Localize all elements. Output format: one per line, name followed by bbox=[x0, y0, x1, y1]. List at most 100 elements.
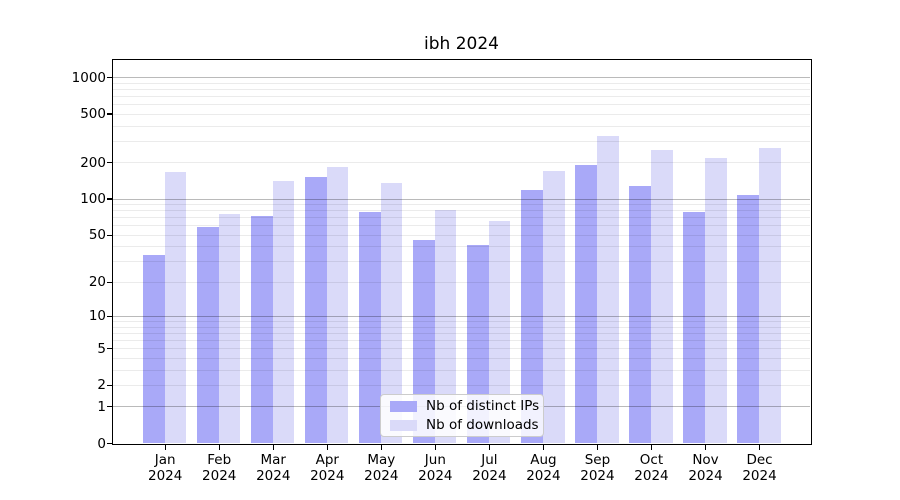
bar-distinct-ips-apr bbox=[305, 177, 327, 443]
y-tick-mark bbox=[107, 281, 112, 283]
bar-downloads-jan bbox=[164, 172, 187, 443]
y-tick-mark bbox=[107, 384, 112, 386]
bar-distinct-ips-aug bbox=[521, 190, 543, 443]
x-tick-label: Jul 2024 bbox=[472, 452, 507, 484]
gridline-minor bbox=[113, 332, 810, 334]
gridline-minor bbox=[113, 217, 810, 219]
plot-area bbox=[112, 59, 812, 445]
x-tick-label: Nov 2024 bbox=[688, 452, 723, 484]
y-tick-mark bbox=[107, 234, 112, 236]
y-tick-mark bbox=[107, 315, 112, 318]
x-tick-label: Mar 2024 bbox=[256, 452, 291, 484]
gridline-major bbox=[113, 77, 810, 78]
legend-item-distinct-ips: Nb of distinct IPs bbox=[390, 398, 539, 414]
legend-label-downloads: Nb of downloads bbox=[426, 417, 539, 433]
gridline-minor bbox=[113, 384, 810, 386]
y-tick-label: 500 bbox=[80, 106, 106, 123]
grid-layer bbox=[113, 60, 810, 443]
y-tick-label: 50 bbox=[88, 227, 106, 244]
bar-distinct-ips-feb bbox=[197, 226, 219, 443]
gridline-minor bbox=[113, 321, 810, 322]
gridline-minor bbox=[113, 357, 810, 359]
y-tick-label: 2 bbox=[97, 377, 106, 394]
x-tick-mark bbox=[326, 445, 328, 450]
chart-title: ibh 2024 bbox=[424, 34, 499, 54]
x-tick-mark bbox=[272, 445, 274, 450]
bar-downloads-dec bbox=[759, 148, 781, 443]
y-tick-label: 5 bbox=[97, 340, 106, 357]
y-tick-mark bbox=[107, 113, 112, 115]
legend-item-downloads: Nb of downloads bbox=[390, 417, 539, 433]
gridline-minor bbox=[113, 95, 810, 97]
gridline-minor bbox=[113, 113, 810, 115]
x-tick-mark bbox=[380, 445, 382, 450]
y-tick-label: 1000 bbox=[71, 69, 106, 86]
gridline-minor bbox=[113, 339, 810, 341]
gridline-minor bbox=[113, 225, 810, 227]
x-tick-label: Apr 2024 bbox=[310, 452, 345, 484]
gridline-minor bbox=[113, 140, 810, 142]
bar-downloads-sep bbox=[596, 135, 619, 443]
gridline-minor bbox=[113, 326, 810, 328]
legend-swatch-distinct-ips bbox=[390, 400, 417, 412]
gridline-minor bbox=[113, 281, 810, 283]
bar-downloads-nov bbox=[705, 158, 727, 443]
legend: Nb of distinct IPs Nb of downloads bbox=[380, 394, 544, 437]
bar-distinct-ips-jul bbox=[467, 244, 489, 443]
gridline-major bbox=[113, 316, 810, 317]
bar-distinct-ips-sep bbox=[575, 164, 597, 443]
bar-distinct-ips-dec bbox=[737, 195, 760, 443]
x-tick-mark bbox=[542, 445, 545, 450]
gridline-minor bbox=[113, 234, 810, 236]
x-tick-label: Sep 2024 bbox=[580, 452, 615, 484]
gridline-minor bbox=[113, 348, 810, 350]
bar-distinct-ips-may bbox=[359, 211, 381, 443]
bar-downloads-mar bbox=[272, 180, 295, 443]
legend-swatch-downloads bbox=[390, 419, 417, 431]
x-tick-mark bbox=[704, 445, 707, 450]
y-tick-label: 20 bbox=[88, 274, 106, 291]
bar-distinct-ips-nov bbox=[683, 211, 705, 443]
gridline-minor bbox=[113, 204, 810, 205]
y-tick-label: 200 bbox=[80, 154, 106, 171]
y-tick-mark bbox=[107, 198, 112, 200]
gridline-minor bbox=[113, 82, 810, 84]
x-tick-mark bbox=[596, 445, 599, 450]
bar-downloads-feb bbox=[218, 213, 241, 443]
x-tick-label: Jan 2024 bbox=[148, 452, 183, 484]
x-tick-label: Feb 2024 bbox=[202, 452, 237, 484]
gridline-minor bbox=[113, 162, 810, 164]
gridline-minor bbox=[113, 246, 810, 248]
x-tick-mark bbox=[434, 445, 437, 450]
y-tick-mark bbox=[107, 406, 112, 408]
gridline-minor bbox=[113, 104, 810, 105]
bar-distinct-ips-jun bbox=[413, 240, 435, 443]
gridline-minor bbox=[113, 88, 810, 90]
bar-downloads-apr bbox=[326, 166, 349, 443]
gridline-minor bbox=[113, 261, 810, 263]
bar-downloads-may bbox=[380, 182, 403, 443]
gridline-minor bbox=[113, 210, 810, 212]
legend-label-distinct-ips: Nb of distinct IPs bbox=[426, 398, 540, 414]
x-tick-label: Aug 2024 bbox=[526, 452, 561, 484]
x-tick-label: May 2024 bbox=[364, 452, 399, 484]
y-tick-label: 10 bbox=[88, 308, 106, 325]
bar-downloads-jul bbox=[488, 221, 511, 443]
x-tick-label: Oct 2024 bbox=[634, 452, 669, 484]
bar-distinct-ips-mar bbox=[251, 215, 273, 443]
gridline-major bbox=[113, 198, 810, 200]
x-tick-label: Jun 2024 bbox=[418, 452, 453, 484]
bar-distinct-ips-oct bbox=[629, 185, 651, 443]
bar-distinct-ips-jan bbox=[143, 254, 165, 443]
x-tick-mark bbox=[650, 445, 653, 450]
bar-downloads-jun bbox=[434, 210, 457, 443]
y-tick-mark bbox=[107, 347, 112, 350]
gridline-minor bbox=[113, 369, 810, 371]
x-tick-mark bbox=[758, 445, 761, 450]
gridline-minor bbox=[113, 125, 810, 127]
x-tick-mark bbox=[164, 445, 166, 450]
bars-layer bbox=[113, 60, 810, 443]
y-tick-label: 1 bbox=[97, 398, 106, 415]
x-tick-label: Dec 2024 bbox=[742, 452, 777, 484]
